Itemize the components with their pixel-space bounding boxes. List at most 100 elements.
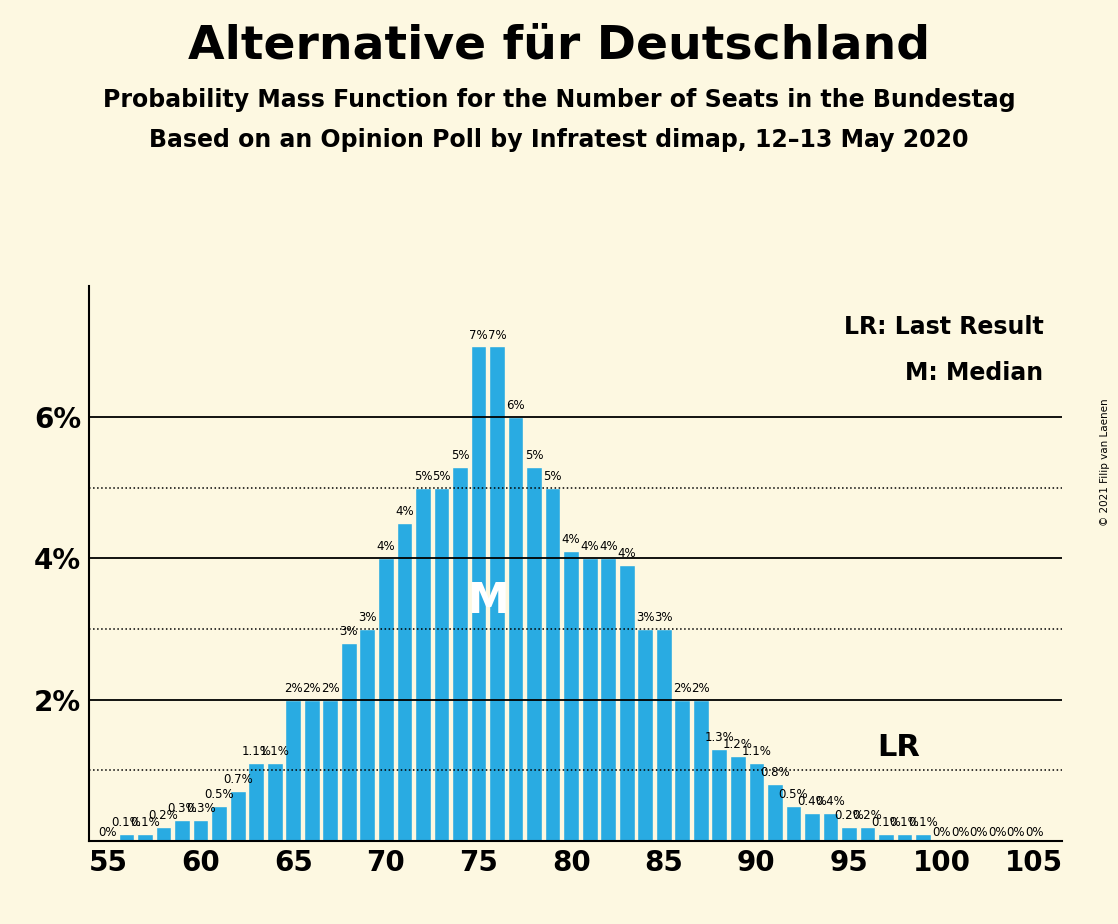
Text: 5%: 5% xyxy=(543,469,562,482)
Text: 6%: 6% xyxy=(506,399,524,412)
Bar xyxy=(749,763,765,841)
Bar xyxy=(711,749,727,841)
Text: 1.1%: 1.1% xyxy=(241,746,272,759)
Text: LR: LR xyxy=(877,733,920,761)
Text: 0.2%: 0.2% xyxy=(834,808,864,821)
Bar xyxy=(341,643,357,841)
Bar xyxy=(397,523,413,841)
Text: M: M xyxy=(467,579,509,622)
Text: 0%: 0% xyxy=(98,826,117,839)
Bar xyxy=(174,820,190,841)
Bar xyxy=(192,820,208,841)
Bar xyxy=(674,699,690,841)
Text: 0.1%: 0.1% xyxy=(130,816,160,829)
Text: 0.4%: 0.4% xyxy=(816,795,845,808)
Text: 1.1%: 1.1% xyxy=(741,746,771,759)
Bar xyxy=(823,812,838,841)
Bar xyxy=(452,467,467,841)
Bar xyxy=(841,827,856,841)
Text: © 2021 Filip van Laenen: © 2021 Filip van Laenen xyxy=(1100,398,1110,526)
Bar xyxy=(656,629,672,841)
Text: 2%: 2% xyxy=(692,682,710,695)
Text: 5%: 5% xyxy=(433,469,451,482)
Bar xyxy=(600,558,616,841)
Text: 0.4%: 0.4% xyxy=(797,795,827,808)
Bar xyxy=(155,827,171,841)
Text: M: Median: M: Median xyxy=(906,360,1043,384)
Bar xyxy=(619,565,635,841)
Text: 0.2%: 0.2% xyxy=(149,808,179,821)
Text: 0.1%: 0.1% xyxy=(890,816,919,829)
Text: Based on an Opinion Poll by Infratest dimap, 12–13 May 2020: Based on an Opinion Poll by Infratest di… xyxy=(149,128,969,152)
Bar xyxy=(230,791,246,841)
Text: 1.2%: 1.2% xyxy=(723,738,752,751)
Text: 0.1%: 0.1% xyxy=(112,816,141,829)
Bar xyxy=(916,833,931,841)
Text: 4%: 4% xyxy=(395,505,414,518)
Bar xyxy=(248,763,264,841)
Text: 2%: 2% xyxy=(284,682,303,695)
Text: 0.5%: 0.5% xyxy=(205,787,234,800)
Text: 0.8%: 0.8% xyxy=(760,766,789,780)
Text: 7%: 7% xyxy=(470,329,487,342)
Text: 0%: 0% xyxy=(1025,826,1043,839)
Bar xyxy=(544,488,560,841)
Bar xyxy=(304,699,320,841)
Text: 0.1%: 0.1% xyxy=(908,816,938,829)
Text: LR: Last Result: LR: Last Result xyxy=(844,315,1043,339)
Bar xyxy=(563,552,579,841)
Text: 5%: 5% xyxy=(524,448,543,462)
Bar xyxy=(527,467,542,841)
Bar xyxy=(804,812,819,841)
Bar xyxy=(267,763,283,841)
Bar xyxy=(508,417,523,841)
Bar xyxy=(434,488,449,841)
Text: 0.3%: 0.3% xyxy=(168,802,197,815)
Text: 2%: 2% xyxy=(673,682,692,695)
Text: 2%: 2% xyxy=(303,682,321,695)
Text: 0.1%: 0.1% xyxy=(871,816,901,829)
Text: 4%: 4% xyxy=(617,547,636,561)
Text: 0%: 0% xyxy=(1006,826,1025,839)
Text: 3%: 3% xyxy=(358,611,377,624)
Text: 4%: 4% xyxy=(580,541,599,553)
Text: 0%: 0% xyxy=(969,826,988,839)
Text: 5%: 5% xyxy=(451,448,470,462)
Text: 3%: 3% xyxy=(654,611,673,624)
Text: 1.1%: 1.1% xyxy=(259,746,290,759)
Bar xyxy=(360,629,376,841)
Text: Probability Mass Function for the Number of Seats in the Bundestag: Probability Mass Function for the Number… xyxy=(103,88,1015,112)
Bar xyxy=(693,699,709,841)
Text: 3%: 3% xyxy=(340,626,358,638)
Bar xyxy=(786,806,802,841)
Text: 0%: 0% xyxy=(932,826,951,839)
Text: 3%: 3% xyxy=(636,611,654,624)
Bar xyxy=(879,833,894,841)
Bar xyxy=(637,629,653,841)
Bar xyxy=(415,488,430,841)
Bar xyxy=(767,784,783,841)
Text: 0.5%: 0.5% xyxy=(778,787,808,800)
Text: 5%: 5% xyxy=(414,469,433,482)
Text: 4%: 4% xyxy=(377,541,395,553)
Bar xyxy=(211,806,227,841)
Bar xyxy=(119,833,134,841)
Text: 1.3%: 1.3% xyxy=(704,731,735,744)
Text: 0%: 0% xyxy=(951,826,969,839)
Text: 2%: 2% xyxy=(321,682,340,695)
Bar xyxy=(378,558,394,841)
Text: 0.7%: 0.7% xyxy=(222,773,253,786)
Bar xyxy=(581,558,597,841)
Bar xyxy=(860,827,875,841)
Bar xyxy=(138,833,153,841)
Text: 0.3%: 0.3% xyxy=(186,802,216,815)
Text: Alternative für Deutschland: Alternative für Deutschland xyxy=(188,23,930,68)
Bar xyxy=(285,699,301,841)
Text: 7%: 7% xyxy=(487,329,506,342)
Text: 0%: 0% xyxy=(988,826,1006,839)
Bar xyxy=(322,699,338,841)
Text: 4%: 4% xyxy=(599,541,617,553)
Bar xyxy=(471,346,486,841)
Text: 0.2%: 0.2% xyxy=(853,808,882,821)
Bar xyxy=(730,756,746,841)
